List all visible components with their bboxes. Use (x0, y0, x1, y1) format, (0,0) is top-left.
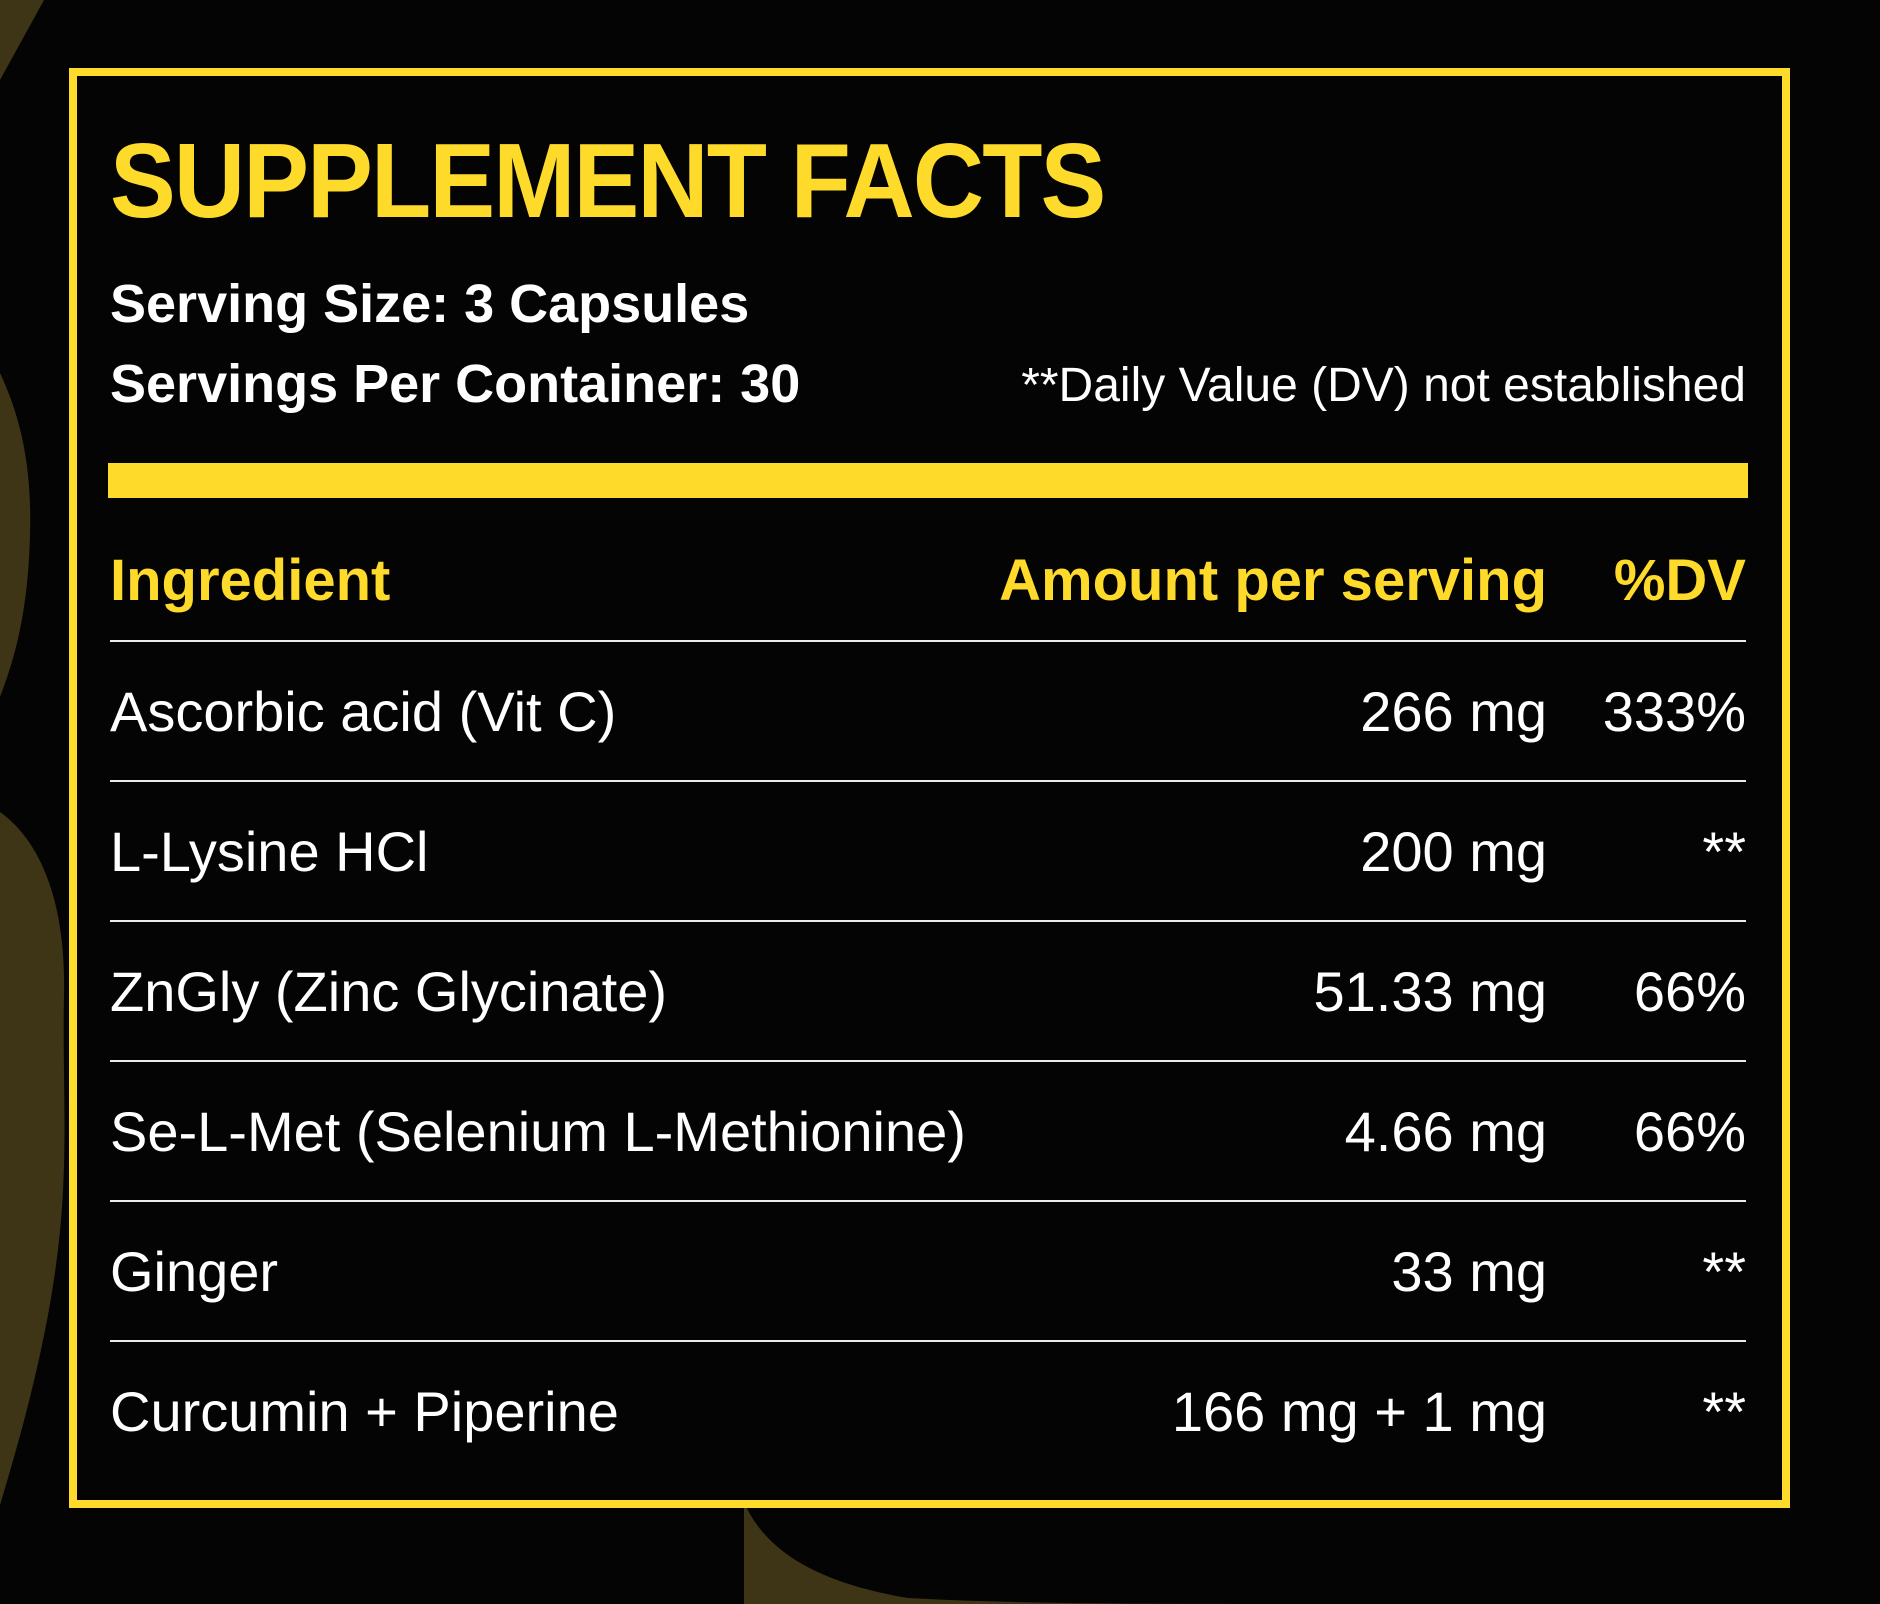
header-amount-per-serving: Amount per serving (999, 547, 1547, 613)
camo-shape-top-left (0, 0, 44, 80)
table-row: L-Lysine HCl 200 mg ** (110, 780, 1746, 920)
serving-size-text: Serving Size: 3 Capsules (110, 274, 750, 334)
ingredient-name: Se-L-Met (Selenium L-Methionine) (110, 1099, 966, 1163)
ingredient-dv: 333% (1602, 679, 1746, 743)
ingredient-dv: 66% (1633, 1099, 1746, 1163)
daily-value-note: **Daily Value (DV) not established (1021, 359, 1746, 412)
camo-shape-left-blob (0, 812, 65, 1505)
label-border-frame (69, 68, 1790, 1508)
table-row: Ascorbic acid (Vit C) 266 mg 333% (110, 640, 1746, 780)
table-row: Curcumin + Piperine 166 mg + 1 mg ** (110, 1340, 1746, 1480)
ingredient-name: ZnGly (Zinc Glycinate) (110, 959, 667, 1023)
ingredient-dv: 66% (1633, 959, 1746, 1023)
ingredient-dv: ** (1702, 1379, 1746, 1443)
ingredient-amount: 200 mg (1360, 819, 1547, 883)
yellow-separator-bar (108, 463, 1748, 498)
ingredient-name: Curcumin + Piperine (110, 1379, 619, 1443)
ingredient-dv: ** (1702, 1239, 1746, 1303)
ingredient-amount: 4.66 mg (1344, 1099, 1547, 1163)
page-title: SUPPLEMENT FACTS (110, 122, 1106, 240)
table-row: Ginger 33 mg ** (110, 1200, 1746, 1340)
ingredient-amount: 33 mg (1391, 1239, 1547, 1303)
ingredient-name: L-Lysine HCl (110, 819, 429, 883)
ingredient-amount: 166 mg + 1 mg (1171, 1379, 1547, 1443)
camo-shape-bottom-blob (744, 1502, 1318, 1604)
servings-per-container-text: Servings Per Container: 30 (110, 354, 801, 414)
ingredient-dv: ** (1702, 819, 1746, 883)
header-ingredient: Ingredient (110, 547, 391, 613)
table-row: Se-L-Met (Selenium L-Methionine) 4.66 mg… (110, 1060, 1746, 1200)
ingredient-name: Ginger (110, 1239, 279, 1303)
ingredient-amount: 51.33 mg (1313, 959, 1548, 1023)
table-header-row: Ingredient Amount per serving %DV (110, 520, 1746, 640)
ingredient-name: Ascorbic acid (Vit C) (110, 679, 617, 743)
header-percent-dv: %DV (1613, 547, 1746, 613)
table-row: ZnGly (Zinc Glycinate) 51.33 mg 66% (110, 920, 1746, 1060)
camo-shape-left-crescent (0, 373, 31, 697)
ingredient-amount: 266 mg (1360, 679, 1547, 743)
